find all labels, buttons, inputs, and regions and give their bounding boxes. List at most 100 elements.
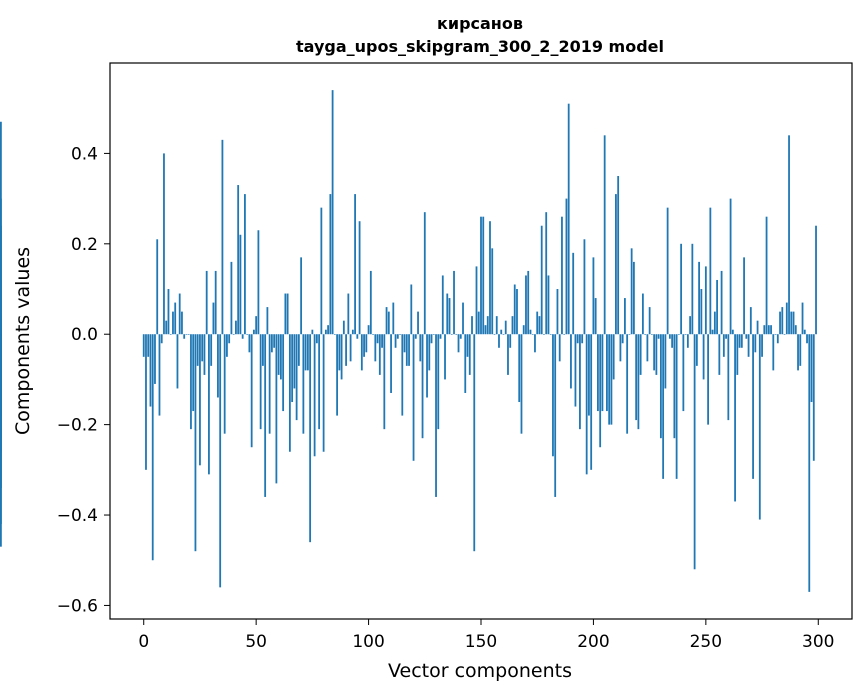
bar-40 bbox=[232, 334, 235, 335]
y-tick-label-0: −0.6 bbox=[57, 596, 98, 616]
bar-204 bbox=[601, 334, 604, 412]
bar-266 bbox=[740, 334, 743, 348]
bar-228 bbox=[655, 334, 658, 375]
bar-137 bbox=[450, 334, 453, 335]
bar-67 bbox=[293, 334, 296, 389]
bar-210 bbox=[615, 194, 617, 335]
bar-177 bbox=[540, 225, 543, 335]
bar-295 bbox=[806, 334, 808, 344]
bar-190 bbox=[570, 334, 572, 389]
bar-107 bbox=[383, 334, 386, 430]
bar-236 bbox=[673, 334, 676, 439]
bar-191 bbox=[572, 252, 575, 335]
bar-174 bbox=[534, 334, 536, 353]
bar-251 bbox=[707, 334, 709, 425]
bar-138 bbox=[453, 270, 455, 335]
bar-47 bbox=[248, 334, 251, 353]
bar-10 bbox=[165, 320, 168, 335]
bar-290 bbox=[794, 325, 797, 335]
bar-29 bbox=[208, 334, 210, 475]
bar-265 bbox=[738, 334, 741, 348]
bar-59 bbox=[275, 334, 278, 484]
bar-22 bbox=[192, 334, 195, 412]
bar-223 bbox=[644, 334, 647, 335]
bar-237 bbox=[675, 334, 678, 479]
bar-27 bbox=[203, 334, 206, 375]
bar-108 bbox=[385, 307, 388, 335]
bar-117 bbox=[405, 334, 408, 366]
bar-105 bbox=[378, 334, 381, 375]
bar-102 bbox=[372, 334, 374, 335]
bar-211 bbox=[617, 176, 620, 335]
bar-231 bbox=[662, 334, 665, 479]
bar-220 bbox=[637, 334, 640, 430]
bar-279 bbox=[770, 325, 772, 335]
bar-216 bbox=[628, 334, 631, 335]
bar-83 bbox=[329, 194, 332, 335]
bar-283 bbox=[779, 311, 781, 335]
bar-253 bbox=[711, 329, 714, 335]
bar-256 bbox=[718, 334, 721, 375]
chart-subtitle: tayga_upos_skipgram_300_2_2019 model bbox=[296, 37, 664, 56]
bar-3 bbox=[149, 334, 152, 407]
bar-176 bbox=[538, 316, 541, 335]
bar-180 bbox=[547, 275, 550, 335]
bar-128 bbox=[430, 334, 433, 344]
bar-288 bbox=[790, 311, 793, 335]
bar-159 bbox=[500, 329, 503, 335]
y-axis-ticks: −0.6 −0.4 −0.2 0.0 0.2 0.4 bbox=[57, 144, 110, 616]
bar-254 bbox=[713, 311, 716, 335]
bar-70 bbox=[300, 257, 303, 335]
bar-14 bbox=[174, 302, 177, 335]
bar-24 bbox=[196, 334, 199, 366]
bar-122 bbox=[417, 311, 419, 335]
bar-195 bbox=[581, 334, 584, 344]
x-tick-label-100: 100 bbox=[352, 632, 384, 652]
bar-189 bbox=[567, 103, 570, 335]
bar-75 bbox=[311, 329, 314, 335]
y-tick-label-2: −0.2 bbox=[57, 416, 98, 436]
bar-233 bbox=[666, 207, 669, 335]
bar-224 bbox=[646, 334, 649, 362]
bar-116 bbox=[403, 334, 406, 353]
bar-63 bbox=[284, 293, 287, 335]
bar-152 bbox=[484, 325, 487, 335]
bar-56 bbox=[268, 334, 271, 434]
bar-158 bbox=[498, 334, 500, 348]
bar-148 bbox=[475, 266, 478, 335]
bar-280 bbox=[772, 334, 775, 371]
bar-175 bbox=[536, 311, 539, 335]
bar-230 bbox=[659, 334, 662, 439]
bar-73 bbox=[306, 334, 309, 371]
bar-289 bbox=[792, 311, 795, 335]
bar-261 bbox=[729, 198, 732, 335]
bar-153 bbox=[486, 316, 489, 335]
bar-54 bbox=[264, 334, 267, 497]
bar-undefined bbox=[0, 334, 2, 452]
y-tick-label-5: 0.4 bbox=[71, 144, 98, 164]
bar-131 bbox=[437, 334, 440, 430]
bar-17 bbox=[181, 311, 183, 335]
bar-201 bbox=[594, 298, 597, 335]
bar-86 bbox=[336, 334, 338, 416]
bar-299 bbox=[815, 225, 817, 335]
bar-208 bbox=[610, 334, 613, 425]
bar-298 bbox=[812, 334, 815, 461]
bar-16 bbox=[178, 293, 181, 335]
bar-104 bbox=[376, 334, 379, 344]
bar-81 bbox=[324, 329, 327, 335]
bar-150 bbox=[480, 216, 482, 335]
bar-51 bbox=[257, 230, 260, 335]
bar-99 bbox=[365, 334, 368, 353]
bar-183 bbox=[554, 334, 557, 497]
bar-76 bbox=[313, 334, 316, 457]
bar-200 bbox=[592, 257, 595, 335]
bar-165 bbox=[513, 284, 516, 335]
bar-215 bbox=[626, 334, 629, 434]
bar-133 bbox=[441, 275, 444, 335]
bar-184 bbox=[556, 289, 559, 335]
bar-249 bbox=[702, 334, 705, 380]
bar-140 bbox=[457, 334, 460, 353]
bar-151 bbox=[482, 216, 485, 335]
bar-undefined bbox=[0, 334, 2, 335]
